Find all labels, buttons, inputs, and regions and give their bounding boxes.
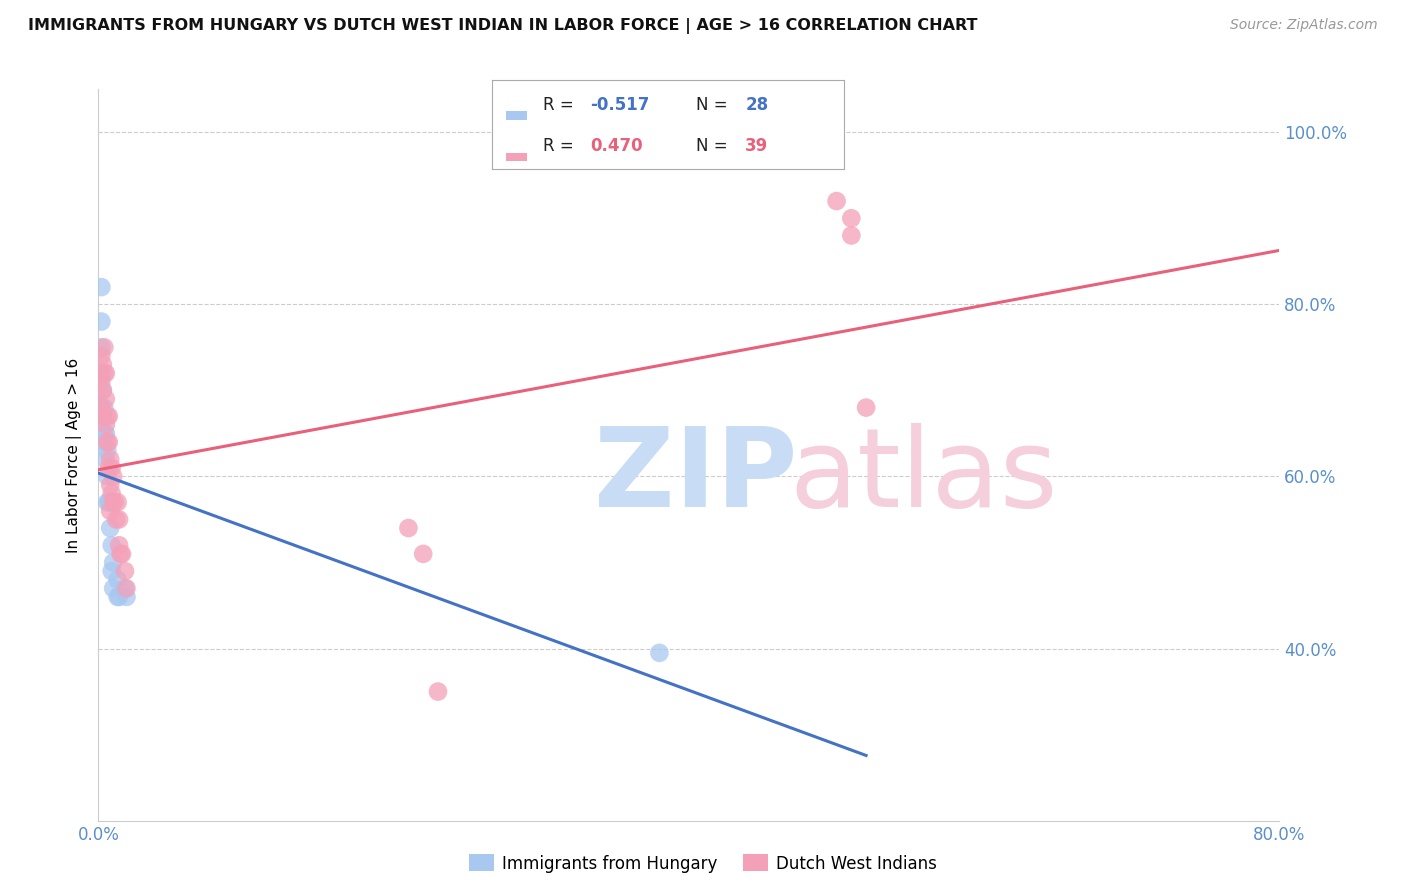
Point — [100, 486, 122, 500]
Point — [93, 401, 115, 415]
Point — [94, 366, 117, 380]
Text: IMMIGRANTS FROM HUNGARY VS DUTCH WEST INDIAN IN LABOR FORCE | AGE > 16 CORRELATI: IMMIGRANTS FROM HUNGARY VS DUTCH WEST IN… — [28, 18, 977, 34]
Point — [98, 478, 121, 492]
Point — [107, 495, 129, 509]
Point — [114, 582, 136, 596]
Point — [100, 564, 122, 578]
Bar — [506, 112, 527, 120]
Y-axis label: In Labor Force | Age > 16: In Labor Force | Age > 16 — [66, 358, 83, 552]
Point — [841, 228, 863, 243]
Point — [103, 556, 125, 570]
Point — [398, 521, 420, 535]
Point — [97, 409, 120, 424]
Point — [648, 646, 671, 660]
Legend: Immigrants from Hungary, Dutch West Indians: Immigrants from Hungary, Dutch West Indi… — [463, 847, 943, 880]
Point — [91, 384, 114, 398]
Point — [855, 401, 877, 415]
Point — [90, 314, 112, 328]
Point — [91, 384, 114, 398]
Point — [97, 435, 120, 450]
Point — [96, 409, 118, 424]
Point — [90, 280, 112, 294]
Point — [94, 417, 117, 432]
Point — [115, 590, 138, 604]
Point — [108, 538, 131, 552]
Point — [90, 366, 112, 380]
Point — [97, 460, 120, 475]
Point — [96, 435, 118, 450]
Text: R =: R = — [543, 137, 579, 155]
Point — [97, 495, 120, 509]
Point — [98, 452, 121, 467]
Point — [93, 366, 115, 380]
Point — [90, 401, 112, 415]
Point — [91, 435, 114, 450]
Point — [100, 538, 122, 552]
Point — [103, 469, 125, 483]
Text: 0.470: 0.470 — [591, 137, 643, 155]
Point — [107, 573, 129, 587]
Point — [114, 564, 136, 578]
Text: 39: 39 — [745, 137, 769, 155]
Point — [90, 349, 112, 363]
Point — [90, 340, 112, 354]
Point — [825, 194, 848, 208]
Point — [103, 582, 125, 596]
Point — [94, 452, 117, 467]
Point — [110, 547, 132, 561]
Point — [96, 495, 118, 509]
Point — [108, 512, 131, 526]
Point — [412, 547, 434, 561]
Text: N =: N = — [696, 137, 733, 155]
Point — [94, 392, 117, 406]
Point — [98, 504, 121, 518]
Point — [98, 521, 121, 535]
Text: Source: ZipAtlas.com: Source: ZipAtlas.com — [1230, 18, 1378, 32]
Point — [91, 358, 114, 372]
Text: R =: R = — [543, 96, 579, 114]
Point — [105, 512, 128, 526]
Point — [96, 469, 118, 483]
Point — [427, 684, 450, 698]
Point — [90, 375, 112, 389]
Point — [115, 582, 138, 596]
Point — [94, 426, 117, 441]
Text: N =: N = — [696, 96, 733, 114]
Point — [104, 495, 127, 509]
Point — [103, 495, 125, 509]
Point — [841, 211, 863, 226]
Text: atlas: atlas — [789, 424, 1057, 531]
Point — [100, 460, 122, 475]
Point — [96, 443, 118, 458]
Text: 28: 28 — [745, 96, 768, 114]
Point — [93, 426, 115, 441]
Point — [91, 409, 114, 424]
Point — [111, 547, 134, 561]
Text: ZIP: ZIP — [595, 424, 797, 531]
Point — [98, 495, 121, 509]
Point — [90, 401, 112, 415]
Point — [91, 409, 114, 424]
Text: -0.517: -0.517 — [591, 96, 650, 114]
Point — [107, 590, 129, 604]
Bar — [506, 153, 527, 161]
Point — [108, 590, 131, 604]
Point — [93, 340, 115, 354]
